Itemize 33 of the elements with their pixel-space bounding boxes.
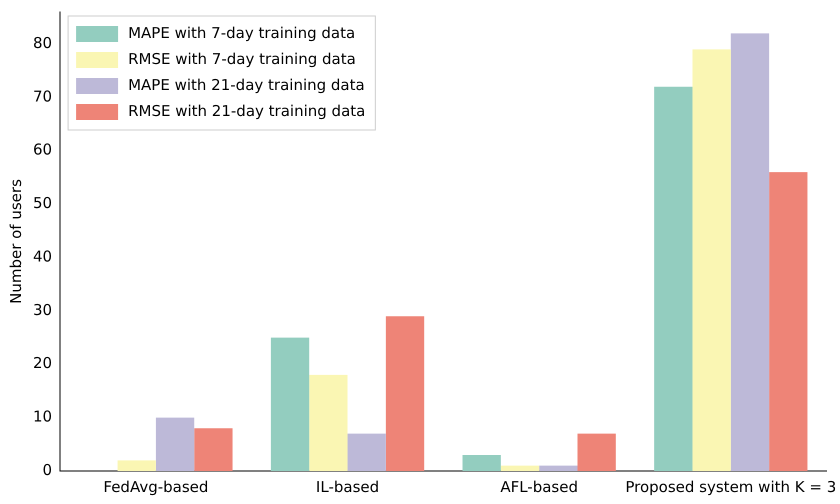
y-tick-label: 60 xyxy=(32,140,52,159)
y-tick-label: 70 xyxy=(32,87,52,106)
bar xyxy=(118,460,156,471)
y-axis-title: Number of users xyxy=(6,178,25,304)
legend-label: MAPE with 21-day training data xyxy=(128,76,365,94)
legend-label: MAPE with 7-day training data xyxy=(128,24,356,42)
y-tick-label: 10 xyxy=(32,408,52,426)
legend-label: RMSE with 7-day training data xyxy=(128,50,356,68)
bar xyxy=(309,374,348,471)
bar xyxy=(577,434,616,471)
y-tick-label: 80 xyxy=(32,34,52,52)
y-tick-label: 30 xyxy=(32,300,52,319)
y-tick-label: 20 xyxy=(32,354,52,372)
legend-label: RMSE with 21-day training data xyxy=(128,102,366,120)
x-tick-label: FedAvg-based xyxy=(103,478,208,496)
bar xyxy=(270,338,310,471)
bar xyxy=(730,33,770,471)
bar xyxy=(194,428,233,471)
bar xyxy=(692,49,731,471)
bar xyxy=(348,434,386,471)
bar xyxy=(769,172,808,471)
bar xyxy=(156,418,194,471)
bar xyxy=(386,316,424,471)
bar xyxy=(462,454,501,471)
x-tick-label: IL-based xyxy=(316,478,380,496)
x-tick-label: AFL-based xyxy=(500,478,578,496)
bar xyxy=(539,466,578,471)
y-tick-label: 50 xyxy=(32,194,52,212)
bar xyxy=(654,86,692,471)
y-tick-label: 0 xyxy=(42,460,52,479)
y-tick-label: 40 xyxy=(32,247,52,266)
bar xyxy=(500,466,540,471)
x-tick-label: Proposed system with K = 3 xyxy=(625,478,836,496)
